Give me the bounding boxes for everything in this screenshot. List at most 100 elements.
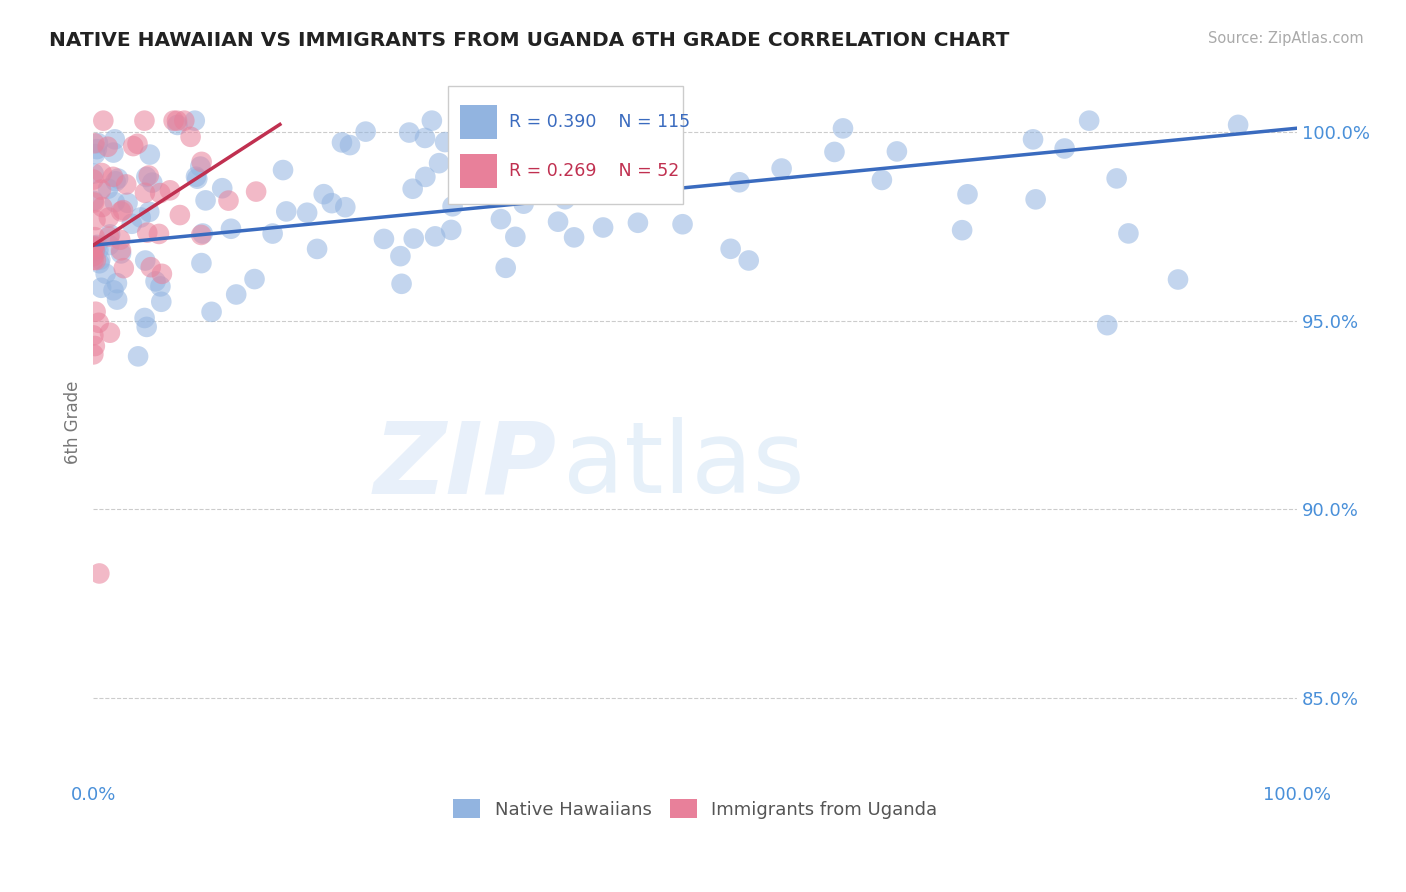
- Point: [150, 267, 173, 281]
- Point: [402, 182, 425, 196]
- Point: [87, 136, 110, 150]
- Text: Source: ZipAtlas.com: Source: ZipAtlas.com: [1208, 31, 1364, 46]
- Point: [1167, 272, 1189, 286]
- Point: [134, 311, 156, 326]
- Point: [191, 227, 214, 241]
- Point: [190, 154, 212, 169]
- FancyBboxPatch shape: [460, 105, 496, 139]
- Point: [86, 142, 108, 156]
- Point: [321, 196, 343, 211]
- Point: [413, 131, 436, 145]
- Point: [770, 161, 793, 176]
- Point: [592, 220, 614, 235]
- Point: [83, 245, 105, 260]
- Point: [104, 132, 127, 146]
- Point: [103, 145, 125, 160]
- Point: [505, 230, 527, 244]
- Point: [82, 249, 104, 263]
- Point: [103, 284, 125, 298]
- Point: [135, 319, 157, 334]
- Point: [134, 113, 156, 128]
- Text: NATIVE HAWAIIAN VS IMMIGRANTS FROM UGANDA 6TH GRADE CORRELATION CHART: NATIVE HAWAIIAN VS IMMIGRANTS FROM UGAND…: [49, 31, 1010, 50]
- Point: [141, 176, 163, 190]
- Point: [1227, 118, 1250, 132]
- Point: [1053, 141, 1076, 155]
- Point: [169, 208, 191, 222]
- Point: [98, 229, 121, 244]
- Point: [1097, 318, 1119, 333]
- Point: [609, 133, 631, 147]
- Point: [886, 145, 908, 159]
- Point: [84, 213, 107, 227]
- Point: [104, 174, 127, 188]
- Point: [83, 240, 105, 254]
- Point: [110, 244, 132, 258]
- Point: [90, 183, 112, 197]
- Point: [184, 113, 207, 128]
- Point: [609, 156, 631, 170]
- Point: [720, 242, 742, 256]
- Point: [440, 223, 463, 237]
- Point: [1118, 227, 1140, 241]
- Point: [420, 113, 443, 128]
- Point: [82, 240, 104, 254]
- Point: [149, 279, 172, 293]
- Point: [83, 244, 105, 259]
- Point: [339, 138, 361, 153]
- Point: [87, 316, 110, 330]
- Point: [83, 239, 105, 253]
- Point: [1022, 132, 1045, 146]
- Point: [262, 227, 284, 241]
- Point: [134, 186, 156, 200]
- Point: [671, 217, 693, 231]
- Point: [90, 166, 112, 180]
- Point: [441, 199, 464, 213]
- Point: [82, 172, 104, 186]
- Point: [105, 293, 128, 307]
- Point: [184, 169, 207, 184]
- Text: R = 0.269    N = 52: R = 0.269 N = 52: [509, 161, 679, 180]
- Point: [495, 260, 517, 275]
- Point: [105, 276, 128, 290]
- Text: R = 0.390    N = 115: R = 0.390 N = 115: [509, 113, 690, 131]
- Point: [398, 126, 420, 140]
- Point: [832, 121, 855, 136]
- Point: [562, 230, 585, 244]
- Point: [627, 216, 650, 230]
- Point: [391, 277, 413, 291]
- Point: [188, 160, 211, 174]
- Point: [512, 196, 534, 211]
- Point: [138, 205, 160, 219]
- Point: [149, 186, 172, 200]
- Point: [489, 212, 512, 227]
- Point: [121, 217, 143, 231]
- Point: [83, 239, 105, 253]
- Point: [373, 232, 395, 246]
- Point: [135, 169, 157, 184]
- Point: [554, 192, 576, 206]
- Point: [84, 147, 107, 161]
- Point: [186, 171, 208, 186]
- Point: [104, 195, 127, 210]
- FancyBboxPatch shape: [449, 86, 683, 204]
- Point: [83, 339, 105, 353]
- Point: [474, 180, 496, 194]
- Point: [465, 113, 488, 128]
- Point: [101, 169, 124, 184]
- Point: [728, 175, 751, 189]
- Point: [91, 200, 114, 214]
- Point: [139, 260, 162, 275]
- Text: atlas: atlas: [562, 417, 804, 514]
- Point: [98, 227, 121, 242]
- Point: [402, 231, 425, 245]
- Point: [98, 238, 121, 252]
- Point: [190, 227, 212, 242]
- Legend: Native Hawaiians, Immigrants from Uganda: Native Hawaiians, Immigrants from Uganda: [446, 792, 945, 826]
- Point: [950, 223, 973, 237]
- Point: [83, 136, 105, 151]
- Point: [956, 187, 979, 202]
- Point: [87, 243, 110, 257]
- Point: [562, 172, 585, 186]
- Point: [166, 113, 188, 128]
- Point: [89, 566, 111, 581]
